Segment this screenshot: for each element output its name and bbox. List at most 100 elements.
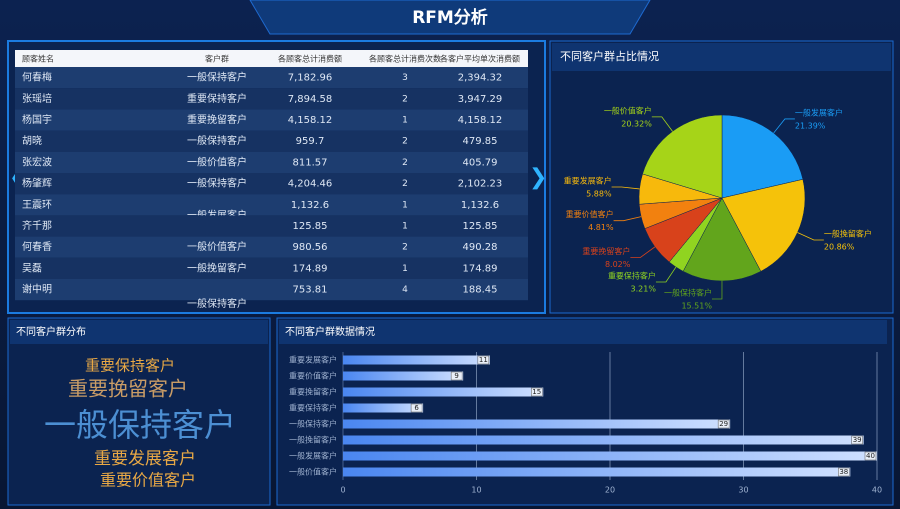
table-cell: 1 [402,264,408,274]
table-cell: 1,132.6 [461,200,499,211]
bar [343,387,544,397]
cloud-header [10,320,268,344]
table-cell: 一般价值客户 [187,240,247,253]
table-cell: 2 [402,94,408,104]
table-row [15,194,528,216]
value-label: 6 [414,404,419,412]
pie-value-label: 8.02% [605,260,631,269]
pie-leader [611,186,640,190]
pie-leader [630,246,656,258]
table-cell: 1 [402,222,408,232]
pie-leader [711,280,723,300]
table-row [15,88,528,110]
cloud-word: 重要发展客户 [94,449,196,469]
pie-label: 重要挽留客户 [582,246,630,256]
table-header: 客户群 [205,54,229,64]
bar [343,419,731,429]
bar [343,451,877,461]
pie-title: 不同客户群占比情况 [560,49,659,63]
value-label: 15 [532,388,541,396]
pie-label: 一般保持客户 [664,288,712,298]
table-cell: 7,894.58 [288,94,333,105]
table-cell: 齐千那 [22,219,52,232]
table-cell: 188.45 [463,285,498,296]
value-label-box [864,451,877,461]
title-bar [249,0,651,35]
pie-value-label: 20.86% [824,242,855,251]
table-cell: 959.7 [296,136,325,147]
table-cell: 1,132.6 [291,200,329,211]
cloud-word: 重要价值客户 [100,471,196,490]
table-cell: 一般挽留客户 [187,261,247,274]
table-cell: 何春梅 [22,71,52,84]
table-cell: 3,947.29 [458,94,503,105]
pie-label: 一般挽留客户 [824,228,872,238]
y-tick-label: 重要保持客户 [289,403,337,413]
table-cell: 2 [402,137,408,147]
bar [343,435,864,445]
pie-value-label: 21.39% [795,121,826,130]
table-cell: 2,394.32 [458,73,503,84]
table-cell: 张瑶培 [22,92,52,105]
bar-title: 不同客户群数据情况 [285,325,375,338]
cloud-word: 一般保持客户 [44,406,236,444]
table-row [15,215,528,237]
pie-leader [655,266,677,283]
bar [343,355,490,365]
value-label: 40 [866,452,875,460]
pie-slice [721,114,804,199]
pie-label: 一般价值客户 [604,105,652,115]
page-title: RFM分析 [412,7,488,28]
y-tick-label: 重要挽留客户 [289,387,337,397]
y-tick-label: 重要发展客户 [289,355,337,365]
y-tick-label: 一般挽留客户 [289,435,337,445]
table-cell: 1 [402,200,408,210]
table-cell: 胡晓 [22,134,42,147]
cloud-word: 重要挽留客户 [68,377,188,401]
table-cell: 980.56 [293,242,328,253]
pie-value-label: 3.21% [631,285,657,294]
y-tick-label: 重要价值客户 [289,371,337,381]
table-cell: 1 [402,116,408,126]
y-tick-label: 一般价值客户 [289,467,337,477]
table-row [15,130,528,152]
value-label: 11 [479,356,488,364]
table-row [15,279,528,301]
pie-slice [721,179,806,272]
table-cell: 杨肇辉 [22,177,52,190]
value-label-box [838,467,850,477]
table-cell: 重要保持客户 [187,92,247,105]
table-row [15,173,528,195]
cloud-title: 不同客户群分布 [16,325,86,338]
cloud-word: 重要保持客户 [85,357,175,375]
table-cell: 吴磊 [22,262,42,274]
table-cell: 2 [402,243,408,253]
pie-leader [773,118,795,134]
bar [343,371,464,381]
pie-slice [682,197,762,282]
table-cell: 一般保持客户 [187,134,247,147]
table-cell: 753.81 [293,285,328,296]
table-cell: 479.85 [463,136,498,147]
value-label-box [717,419,730,429]
table-cell: 一般保持客户 [187,71,247,84]
y-tick-label: 一般发展客户 [289,451,337,461]
next-arrow[interactable]: ❯ [529,165,547,190]
value-label: 39 [853,436,862,444]
table-header: 各客户平均单次消费额 [440,54,520,64]
pie-label: 一般发展客户 [795,107,843,117]
table-row [15,257,528,279]
pie-label: 重要发展客户 [564,175,612,185]
pie-value-label: 4.81% [588,223,614,232]
table-cell: 3 [402,73,408,83]
cloud-panel [7,317,271,506]
pie-label: 重要保持客户 [608,271,656,281]
table-cell: 490.28 [463,242,498,253]
x-tick-label: 30 [738,486,748,495]
table-cell: 4,158.12 [288,115,333,126]
table-cell: 174.89 [293,263,328,274]
table-cell: 一般保持客户 [187,177,247,190]
x-tick-label: 20 [605,486,615,495]
pie-header [552,43,891,71]
